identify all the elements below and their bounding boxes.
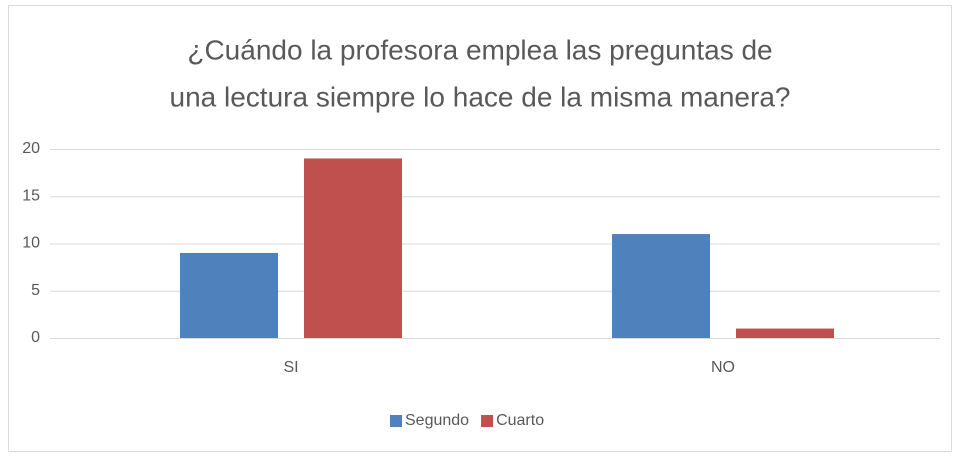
bar bbox=[180, 252, 278, 338]
chart-title: una lectura siempre lo hace de la misma … bbox=[170, 81, 791, 112]
y-tick-label: 0 bbox=[31, 329, 40, 346]
legend-label: Segundo bbox=[405, 412, 469, 429]
bar bbox=[304, 158, 402, 338]
bar bbox=[612, 234, 710, 338]
y-tick-label: 5 bbox=[31, 282, 40, 299]
bar bbox=[736, 328, 834, 338]
legend-swatch bbox=[481, 415, 494, 427]
legend-swatch bbox=[390, 415, 402, 427]
legend-label: Cuarto bbox=[496, 412, 544, 429]
y-tick-label: 20 bbox=[22, 140, 40, 157]
chart-border bbox=[8, 5, 952, 452]
x-tick-label: SI bbox=[283, 359, 298, 376]
y-tick-label: 10 bbox=[22, 235, 40, 252]
chart-title: ¿Cuándo la profesora emplea las pregunta… bbox=[187, 34, 772, 65]
x-tick-label: NO bbox=[711, 359, 735, 376]
y-tick-label: 15 bbox=[22, 187, 40, 204]
